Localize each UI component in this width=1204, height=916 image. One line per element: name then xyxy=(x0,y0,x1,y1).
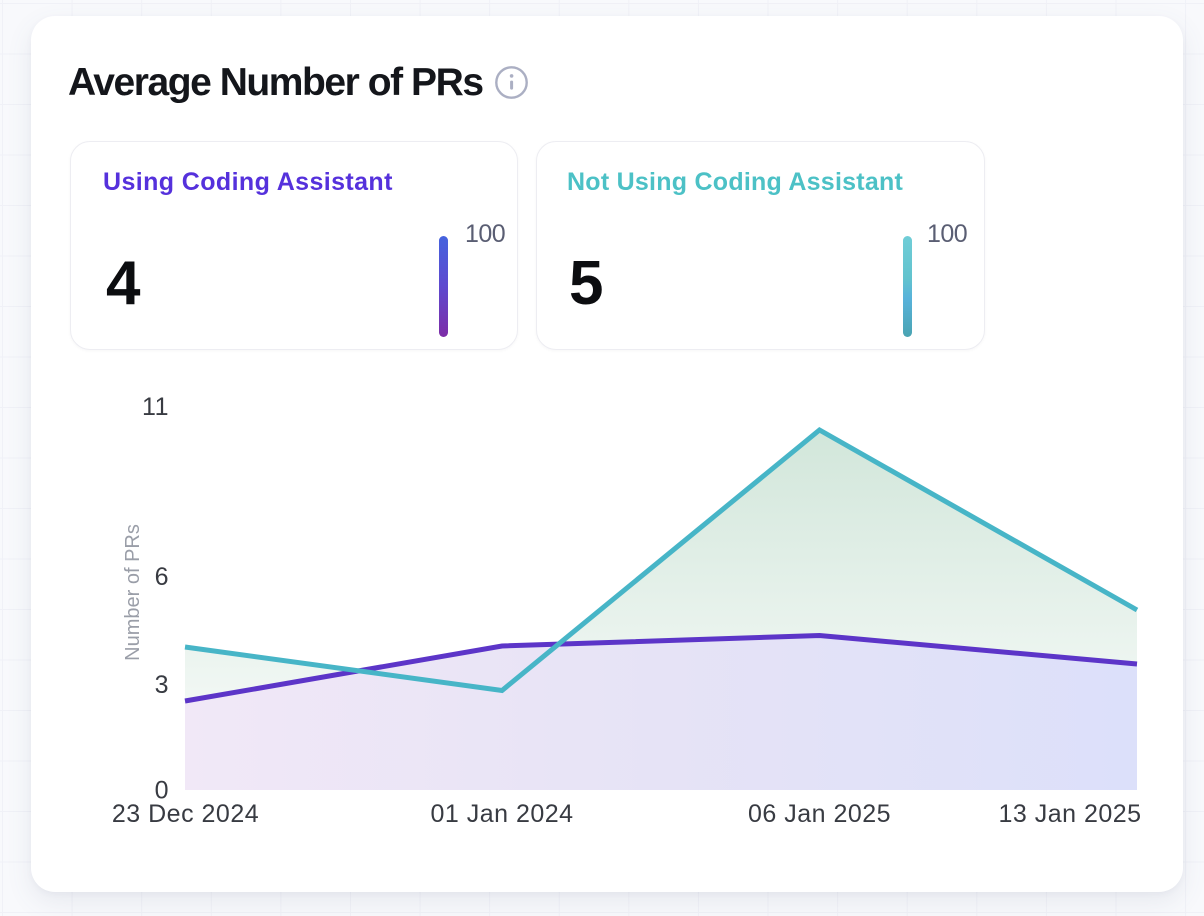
svg-text:3: 3 xyxy=(155,671,169,699)
svg-text:01 Jan 2024: 01 Jan 2024 xyxy=(430,800,573,828)
svg-text:23 Dec 2024: 23 Dec 2024 xyxy=(112,800,259,828)
svg-text:Number of PRs: Number of PRs xyxy=(122,524,144,661)
svg-text:6: 6 xyxy=(155,563,169,591)
svg-text:0: 0 xyxy=(155,776,169,804)
svg-text:11: 11 xyxy=(142,393,169,421)
svg-text:13 Jan 2025: 13 Jan 2025 xyxy=(998,800,1141,828)
svg-text:06 Jan 2025: 06 Jan 2025 xyxy=(748,800,891,828)
